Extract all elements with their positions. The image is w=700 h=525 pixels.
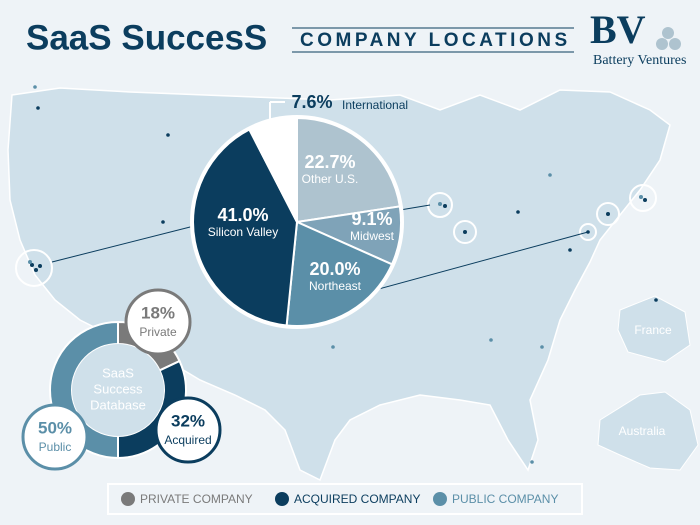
logo-mark: BV <box>590 7 646 52</box>
category-label: International <box>342 98 408 112</box>
slice <box>248 116 298 223</box>
callouts <box>15 101 657 291</box>
value-label: 22.7% <box>304 152 355 172</box>
france-map <box>617 295 691 363</box>
category-label: Midwest <box>350 229 395 243</box>
legend-swatch <box>275 492 289 506</box>
title: SaaS SuccesS <box>26 18 267 57</box>
label-bubble <box>124 288 192 356</box>
legend-box <box>107 483 583 515</box>
logo-dots <box>656 27 681 50</box>
legend-label: ACQUIRED COMPANY <box>294 492 420 506</box>
category-label: Private <box>139 325 177 339</box>
legend-swatch <box>433 492 447 506</box>
category-label: Acquired <box>164 433 211 447</box>
value-label: 50% <box>38 418 72 437</box>
slice <box>192 128 299 327</box>
slice <box>285 220 394 327</box>
slice <box>296 116 401 224</box>
map-label: France <box>634 323 672 337</box>
value-label: 7.6% <box>291 92 332 112</box>
location-dots-public <box>28 85 643 464</box>
value-label: 32% <box>171 411 205 430</box>
location-dots <box>30 106 658 302</box>
center-label: Database <box>90 397 146 412</box>
subtitle: COMPANY LOCATIONS <box>300 30 571 51</box>
australia-map <box>597 391 699 471</box>
label-bubble <box>21 403 89 471</box>
map-label: Australia <box>619 424 666 438</box>
value-label: 18% <box>141 303 175 322</box>
category-label: Silicon Valley <box>208 225 278 239</box>
center-label: Success <box>93 381 143 396</box>
center-label: SaaS <box>102 365 134 380</box>
legend-label: PRIVATE COMPANY <box>140 492 253 506</box>
category-label: Public <box>39 440 72 454</box>
value-label: 41.0% <box>217 205 268 225</box>
value-label: 9.1% <box>351 209 392 229</box>
legend-label: PUBLIC COMPANY <box>452 492 558 506</box>
category-label: Northeast <box>309 279 362 293</box>
label-bubble <box>154 396 222 464</box>
donut-hole <box>72 344 164 436</box>
value-label: 20.0% <box>309 259 360 279</box>
logo-name: Battery Ventures <box>593 53 686 68</box>
category-label: Other U.S. <box>302 172 359 186</box>
legend-swatch <box>121 492 135 506</box>
